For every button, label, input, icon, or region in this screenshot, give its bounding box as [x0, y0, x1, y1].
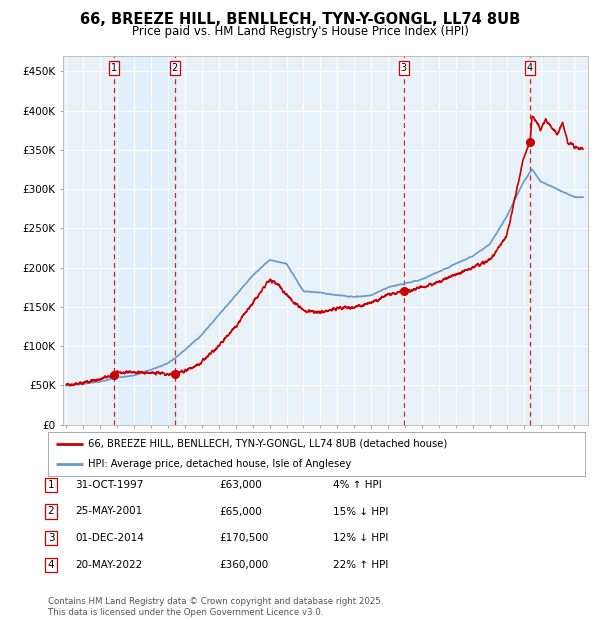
Text: 1: 1	[111, 63, 118, 73]
Text: £63,000: £63,000	[219, 480, 262, 490]
Text: 3: 3	[47, 533, 55, 543]
Text: 25-MAY-2001: 25-MAY-2001	[75, 507, 142, 516]
Bar	[115, 56, 175, 425]
Text: £360,000: £360,000	[219, 560, 268, 570]
Text: 2: 2	[47, 507, 55, 516]
Text: 12% ↓ HPI: 12% ↓ HPI	[333, 533, 388, 543]
Text: 2: 2	[172, 63, 178, 73]
Text: HPI: Average price, detached house, Isle of Anglesey: HPI: Average price, detached house, Isle…	[88, 459, 352, 469]
Text: 22% ↑ HPI: 22% ↑ HPI	[333, 560, 388, 570]
Text: 20-MAY-2022: 20-MAY-2022	[75, 560, 142, 570]
Text: 4: 4	[527, 63, 533, 73]
Text: 1: 1	[47, 480, 55, 490]
Text: £170,500: £170,500	[219, 533, 268, 543]
Text: Price paid vs. HM Land Registry's House Price Index (HPI): Price paid vs. HM Land Registry's House …	[131, 25, 469, 38]
Text: 4: 4	[47, 560, 55, 570]
Text: 3: 3	[401, 63, 407, 73]
Text: 01-DEC-2014: 01-DEC-2014	[75, 533, 144, 543]
Text: 15% ↓ HPI: 15% ↓ HPI	[333, 507, 388, 516]
Text: Contains HM Land Registry data © Crown copyright and database right 2025.
This d: Contains HM Land Registry data © Crown c…	[48, 598, 383, 617]
Text: £65,000: £65,000	[219, 507, 262, 516]
Text: 66, BREEZE HILL, BENLLECH, TYN-Y-GONGL, LL74 8UB (detached house): 66, BREEZE HILL, BENLLECH, TYN-Y-GONGL, …	[88, 438, 448, 449]
Text: 66, BREEZE HILL, BENLLECH, TYN-Y-GONGL, LL74 8UB: 66, BREEZE HILL, BENLLECH, TYN-Y-GONGL, …	[80, 12, 520, 27]
Text: 4% ↑ HPI: 4% ↑ HPI	[333, 480, 382, 490]
Text: 31-OCT-1997: 31-OCT-1997	[75, 480, 143, 490]
